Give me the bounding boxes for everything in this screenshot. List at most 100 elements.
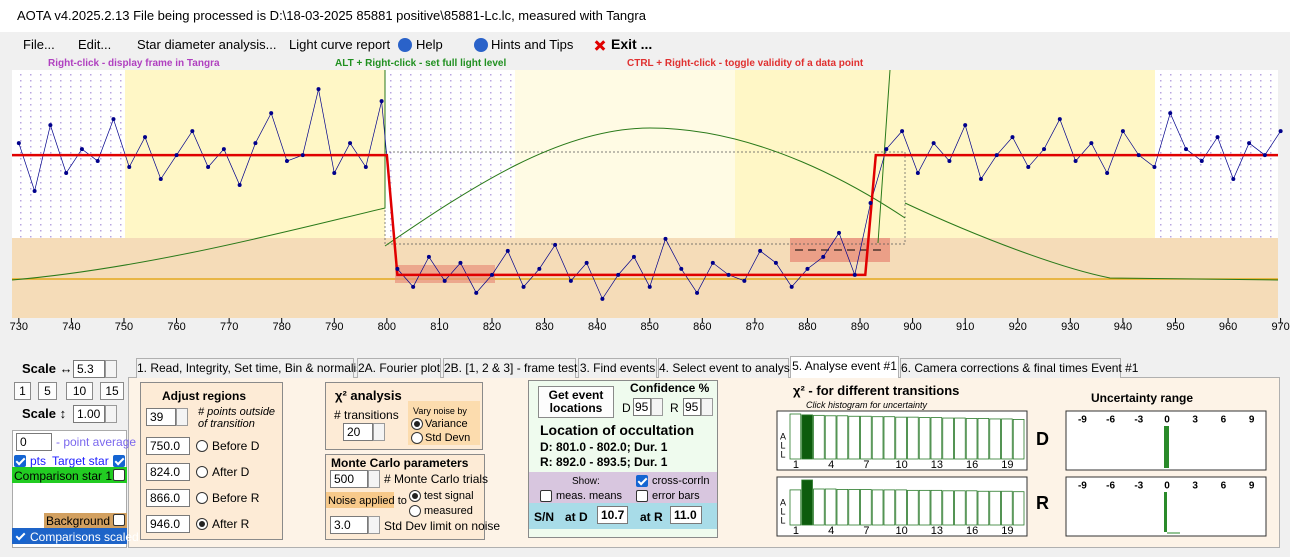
limit-input[interactable]: 3.0 bbox=[330, 516, 368, 534]
radio-button[interactable] bbox=[196, 518, 208, 530]
confidence-input[interactable]: 95 bbox=[633, 398, 651, 416]
radio-button[interactable] bbox=[409, 490, 421, 502]
series-label: Comparison star 1 bbox=[14, 469, 113, 483]
data-point bbox=[269, 111, 274, 116]
transitions-input[interactable]: 20 bbox=[343, 423, 373, 441]
tab[interactable]: 2B. [1, 2 & 3] - frame test bbox=[443, 358, 577, 378]
menu-item[interactable]: Hints and Tips bbox=[491, 37, 574, 52]
field-label: D bbox=[622, 401, 631, 415]
region-input[interactable]: 866.0 bbox=[146, 489, 190, 507]
spinner[interactable] bbox=[176, 408, 188, 426]
menu-item[interactable]: File... bbox=[23, 37, 55, 52]
data-point bbox=[379, 99, 384, 104]
hint-text: Right-click - display frame in Tangra bbox=[48, 58, 220, 69]
hist-bar bbox=[907, 489, 919, 526]
data-point bbox=[253, 141, 258, 146]
radio-button[interactable] bbox=[196, 440, 208, 452]
radio-button[interactable] bbox=[196, 492, 208, 504]
hist-bar bbox=[918, 417, 931, 460]
hist-subtitle: Click histogram for uncertainty bbox=[806, 400, 928, 410]
field-label: Noise applied to bbox=[328, 495, 407, 507]
confidence-input[interactable]: 95 bbox=[683, 398, 701, 416]
data-point bbox=[1199, 159, 1204, 164]
sn-value[interactable]: 11.0 bbox=[670, 506, 702, 524]
average-combo[interactable]: 0 bbox=[16, 433, 52, 451]
menu-item[interactable]: Edit... bbox=[78, 37, 112, 52]
data-point bbox=[789, 284, 794, 289]
data-point bbox=[1010, 135, 1015, 140]
data-point bbox=[537, 266, 542, 271]
spinner[interactable] bbox=[651, 398, 663, 416]
hist-label: 13 bbox=[931, 525, 943, 537]
radio-button[interactable] bbox=[411, 418, 423, 430]
scale-button[interactable]: 10 bbox=[66, 382, 93, 400]
data-point bbox=[363, 165, 368, 170]
scale-button[interactable]: 15 bbox=[100, 382, 124, 400]
points-input[interactable]: 39 bbox=[146, 408, 176, 426]
noise-label-bg bbox=[326, 492, 394, 508]
hist-name: D bbox=[1036, 429, 1049, 449]
spinner[interactable] bbox=[105, 405, 117, 423]
data-point bbox=[237, 183, 242, 188]
scale-input[interactable]: 5.3 bbox=[73, 360, 105, 378]
checkbox[interactable] bbox=[113, 455, 125, 467]
checkbox[interactable] bbox=[636, 490, 648, 502]
data-point bbox=[963, 123, 968, 128]
region-input[interactable]: 946.0 bbox=[146, 515, 190, 533]
checkbox-label: error bars bbox=[652, 490, 700, 502]
scale-button[interactable]: 1 bbox=[14, 382, 31, 400]
hist-bar bbox=[942, 490, 954, 526]
checkbox[interactable] bbox=[14, 530, 26, 542]
field-label: # transitions bbox=[334, 408, 399, 422]
scaled-row bbox=[12, 528, 127, 544]
trials-input[interactable]: 500 bbox=[330, 470, 368, 488]
x-tick-label: 890 bbox=[851, 321, 869, 332]
tab[interactable]: 5. Analyse event #1 bbox=[790, 356, 899, 378]
light-curve-plot[interactable]: 730 740 750 760 770 780 790 800 810 820 830 840 850 8… bbox=[0, 68, 1290, 332]
spinner[interactable] bbox=[368, 470, 380, 488]
hist-label: 7 bbox=[863, 525, 869, 537]
checkbox[interactable] bbox=[14, 455, 26, 467]
checkbox[interactable] bbox=[113, 469, 125, 481]
spinner[interactable] bbox=[105, 360, 117, 378]
data-point bbox=[521, 284, 526, 289]
all-label: L bbox=[780, 440, 785, 450]
spinner[interactable] bbox=[701, 398, 713, 416]
hist-name: R bbox=[1036, 493, 1049, 513]
checkbox[interactable] bbox=[636, 475, 648, 487]
region-input[interactable]: 750.0 bbox=[146, 437, 190, 455]
menu-item[interactable]: Help bbox=[416, 37, 443, 52]
hist-bar bbox=[860, 415, 872, 460]
menu-item[interactable]: Exit ... bbox=[611, 36, 653, 52]
scale-input[interactable]: 1.00 bbox=[73, 405, 105, 423]
spinner[interactable] bbox=[368, 516, 380, 534]
menu-item[interactable]: Star diameter analysis... bbox=[137, 37, 277, 52]
checkbox[interactable] bbox=[540, 490, 552, 502]
tab[interactable]: 2A. Fourier plot bbox=[357, 358, 441, 378]
region-input[interactable]: 824.0 bbox=[146, 463, 190, 481]
tab[interactable]: 3. Find events bbox=[578, 358, 657, 378]
data-point bbox=[1136, 153, 1141, 158]
spinner[interactable] bbox=[373, 423, 385, 441]
data-point bbox=[490, 272, 495, 277]
scale-button[interactable]: 5 bbox=[38, 382, 57, 400]
tab[interactable]: 4. Select event to analyse bbox=[658, 358, 796, 378]
hist-bar bbox=[1001, 418, 1013, 460]
data-point bbox=[821, 254, 826, 259]
menu-item[interactable]: Light curve report bbox=[289, 37, 391, 52]
tab[interactable]: 6. Camera corrections & final times Even… bbox=[900, 358, 1138, 378]
tab[interactable]: 1. Read, Integrity, Set time, Bin & norm… bbox=[136, 358, 369, 378]
x-tick-label: 830 bbox=[535, 321, 553, 332]
sn-value[interactable]: 10.7 bbox=[597, 506, 628, 524]
hint-text: CTRL + Right-click - toggle validity of … bbox=[627, 58, 864, 69]
get-locations-button[interactable]: Get event locations bbox=[538, 386, 614, 418]
data-point bbox=[852, 272, 857, 277]
series-label: Target star bbox=[52, 454, 109, 468]
radio-button[interactable] bbox=[411, 432, 423, 444]
checkbox[interactable] bbox=[113, 514, 125, 526]
data-point bbox=[900, 129, 905, 134]
x-tick-label: 900 bbox=[903, 321, 921, 332]
all-label: L bbox=[780, 515, 785, 525]
radio-button[interactable] bbox=[196, 466, 208, 478]
radio-button[interactable] bbox=[409, 505, 421, 517]
